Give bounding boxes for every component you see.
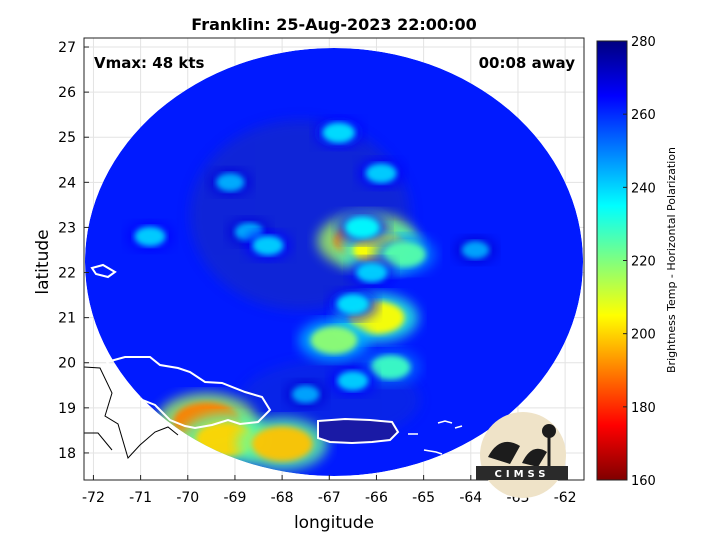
convective-feature (383, 241, 426, 268)
y-tick-label: 18 (58, 446, 76, 462)
y-tick-label: 22 (58, 266, 76, 282)
convective-feature (134, 226, 166, 247)
colorbar (596, 40, 628, 481)
convective-feature (461, 240, 490, 260)
water-tower-icon (542, 424, 556, 438)
colorbar-tick-label: 240 (631, 181, 656, 196)
coastlines (84, 263, 463, 459)
dish-icon (488, 441, 520, 464)
plot-frame (83, 37, 585, 481)
y-axis: 18 19 20 21 22 23 24 25 26 27 (58, 40, 89, 462)
convective-feature (336, 293, 370, 315)
colorbar-tick-label: 180 (631, 401, 656, 416)
colorbar-ticks: 160 180 200 220 240 260 280 (623, 35, 656, 489)
y-tick-label: 19 (58, 401, 76, 417)
y-tick-label: 20 (58, 356, 76, 372)
x-tick-label: -67 (318, 490, 341, 506)
y-tick-label: 21 (58, 311, 76, 327)
y-tick-label: 26 (58, 85, 76, 101)
convective-feature (344, 216, 380, 239)
convective-feature (252, 235, 284, 256)
convective-feature (215, 173, 245, 192)
colorbar-tick-label: 280 (631, 35, 656, 50)
x-tick-label: -69 (224, 490, 247, 506)
x-tick-label: -71 (129, 490, 152, 506)
convective-feature (365, 163, 397, 184)
x-tick-label: -68 (271, 490, 294, 506)
convective-feature (251, 426, 313, 462)
chart-title: Franklin: 25-Aug-2023 22:00:00 (191, 15, 476, 34)
colorbar-label: Brightness Temp - Horizontal Polarizatio… (665, 147, 678, 373)
colorbar-tick-label: 200 (631, 328, 656, 343)
convective-feature (337, 370, 369, 391)
puerto-rico-coastline (317, 417, 400, 445)
colorbar-tick-label: 160 (631, 474, 656, 489)
haiti-border (84, 366, 179, 459)
x-tick-label: -65 (412, 490, 435, 506)
x-tick-label: -72 (82, 490, 105, 506)
colorbar-tick-label: 220 (631, 255, 656, 270)
x-axis-label: longitude (294, 513, 374, 533)
time-away-annotation: 00:08 away (479, 54, 576, 72)
y-tick-label: 23 (58, 220, 76, 236)
cimss-logo: CIMSS (476, 412, 568, 498)
y-tick-label: 27 (58, 40, 76, 56)
convective-feature (370, 355, 411, 380)
convective-feature (291, 385, 320, 404)
virgin-islands-coastline (408, 420, 463, 455)
vmax-annotation: Vmax: 48 kts (94, 54, 204, 72)
x-tick-label: -64 (459, 490, 482, 506)
logo-banner (476, 466, 568, 480)
y-tick-label: 24 (58, 175, 76, 191)
inagua-coastline (90, 263, 117, 279)
colorbar-tick-label: 260 (631, 108, 656, 123)
convective-feature (356, 262, 388, 283)
x-tick-label: -70 (176, 490, 199, 506)
logo-text: CIMSS (495, 469, 550, 480)
hispaniola-coastline (105, 356, 272, 430)
convective-feature (310, 326, 358, 355)
scan-layer (84, 48, 583, 476)
y-axis-label: latitude (33, 229, 53, 294)
x-tick-label: -66 (365, 490, 388, 506)
x-tick-label: -62 (554, 490, 577, 506)
convective-feature (322, 122, 356, 144)
dish-icon (522, 448, 547, 467)
y-tick-label: 25 (58, 130, 76, 146)
